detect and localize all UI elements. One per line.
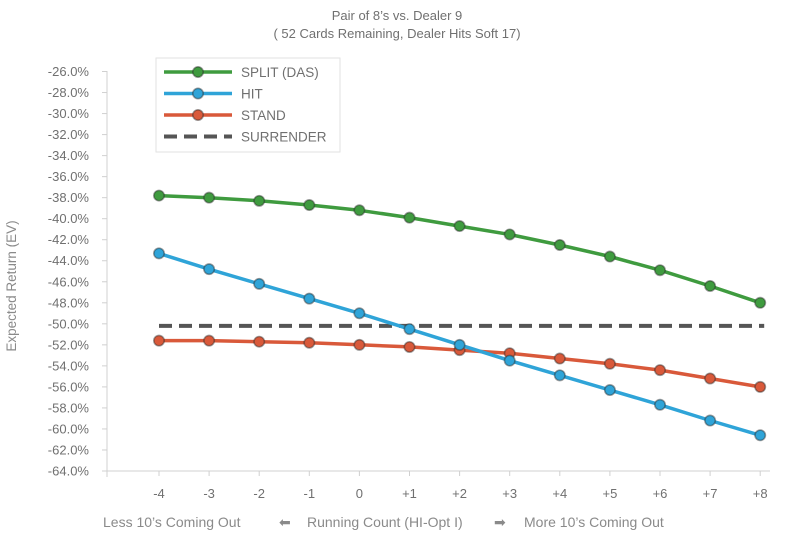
data-point — [603, 357, 616, 370]
data-point — [754, 296, 767, 309]
y-tick-label: -56.0% — [48, 379, 90, 394]
y-tick-label: -62.0% — [48, 442, 90, 457]
data-point — [153, 247, 166, 260]
series-stand — [153, 334, 767, 393]
data-point — [603, 250, 616, 263]
data-point — [653, 364, 666, 377]
data-point — [704, 279, 717, 292]
data-point — [553, 238, 566, 251]
data-point — [253, 277, 266, 290]
y-tick-label: -58.0% — [48, 400, 90, 415]
data-point — [353, 204, 366, 217]
data-point — [253, 194, 266, 207]
data-point — [303, 292, 316, 305]
series-line — [158, 193, 761, 305]
data-point — [553, 352, 566, 365]
data-point — [203, 263, 216, 276]
y-tick-label: -32.0% — [48, 127, 90, 142]
x-tick-label: +6 — [653, 486, 668, 501]
legend-swatch-marker — [192, 109, 205, 122]
data-point — [153, 189, 166, 202]
data-point — [203, 191, 216, 204]
data-point — [303, 199, 316, 212]
x-tick-label: 0 — [356, 486, 363, 501]
data-point — [353, 338, 366, 351]
y-tick-label: -44.0% — [48, 253, 90, 268]
x-axis-footer: Less 10’s Coming Out ⬅ Running Count (HI… — [103, 514, 664, 530]
x-tick-label: +7 — [703, 486, 718, 501]
x-label-right: More 10’s Coming Out — [524, 514, 664, 530]
y-tick-label: -42.0% — [48, 232, 90, 247]
legend-label: HIT — [241, 87, 263, 102]
legend: SPLIT (DAS) HIT STAND SURRENDER — [155, 57, 341, 153]
series-layer — [153, 189, 767, 442]
x-tick-label: +2 — [452, 486, 467, 501]
x-axis-ticks: -4 -3 -2 -1 0 +1 +2 +3 +4 +5 +6 +7 +8 — [153, 471, 768, 501]
legend-label: SPLIT (DAS) — [241, 65, 319, 80]
x-tick-label: +1 — [402, 486, 417, 501]
y-tick-label: -50.0% — [48, 316, 90, 331]
y-tick-label: -28.0% — [48, 85, 90, 100]
data-point — [453, 338, 466, 351]
legend-item: SPLIT (DAS) — [164, 65, 319, 80]
data-point — [403, 323, 416, 336]
y-tick-label: -38.0% — [48, 190, 90, 205]
y-tick-label: -36.0% — [48, 169, 90, 184]
y-tick-label: -54.0% — [48, 358, 90, 373]
data-point — [754, 429, 767, 442]
y-tick-label: -26.0% — [48, 64, 90, 79]
data-point — [353, 307, 366, 320]
data-point — [253, 335, 266, 348]
data-point — [754, 380, 767, 393]
x-label-center: Running Count (HI-Opt I) — [307, 514, 463, 530]
legend-swatch-marker — [192, 66, 205, 79]
x-tick-label: -1 — [304, 486, 316, 501]
x-tick-label: -3 — [203, 486, 215, 501]
data-point — [704, 414, 717, 427]
legend-swatch-marker — [192, 87, 205, 100]
x-tick-label: +8 — [753, 486, 768, 501]
data-point — [453, 220, 466, 233]
y-tick-label: -40.0% — [48, 211, 90, 226]
legend-item: STAND — [164, 108, 286, 123]
data-point — [203, 334, 216, 347]
chart-title: Pair of 8’s vs. Dealer 9 — [332, 8, 463, 23]
data-point — [603, 384, 616, 397]
legend-label: SURRENDER — [241, 130, 327, 145]
x-label-left: Less 10’s Coming Out — [103, 514, 241, 530]
y-tick-label: -64.0% — [48, 464, 90, 479]
series-split-das — [153, 189, 767, 309]
y-tick-label: -52.0% — [48, 337, 90, 352]
y-tick-label: -48.0% — [48, 295, 90, 310]
y-axis-title: Expected Return (EV) — [4, 220, 19, 351]
data-point — [704, 372, 717, 385]
data-point — [403, 340, 416, 353]
legend-item: SURRENDER — [164, 130, 327, 145]
data-point — [303, 336, 316, 349]
x-tick-label: +4 — [552, 486, 567, 501]
x-tick-label: +5 — [602, 486, 617, 501]
arrow-right-icon: ➡ — [494, 514, 506, 530]
data-point — [153, 334, 166, 347]
y-tick-label: -46.0% — [48, 274, 90, 289]
data-point — [503, 354, 516, 367]
x-tick-label: -4 — [153, 486, 165, 501]
data-point — [653, 398, 666, 411]
y-tick-label: -30.0% — [48, 106, 90, 121]
data-point — [553, 369, 566, 382]
legend-label: STAND — [241, 108, 286, 123]
arrow-left-icon: ⬅ — [279, 514, 291, 530]
chart-subtitle: ( 52 Cards Remaining, Dealer Hits Soft 1… — [273, 26, 520, 41]
y-axis-ticks: -26.0% -28.0% -30.0% -32.0% -34.0% -36.0% -38.… — [48, 64, 107, 479]
y-tick-label: -34.0% — [48, 148, 90, 163]
legend-item: HIT — [164, 87, 263, 102]
data-point — [653, 264, 666, 277]
y-tick-label: -60.0% — [48, 421, 90, 436]
data-point — [503, 228, 516, 241]
series-hit — [153, 247, 767, 442]
data-point — [403, 211, 416, 224]
x-tick-label: +3 — [502, 486, 517, 501]
x-tick-label: -2 — [253, 486, 265, 501]
